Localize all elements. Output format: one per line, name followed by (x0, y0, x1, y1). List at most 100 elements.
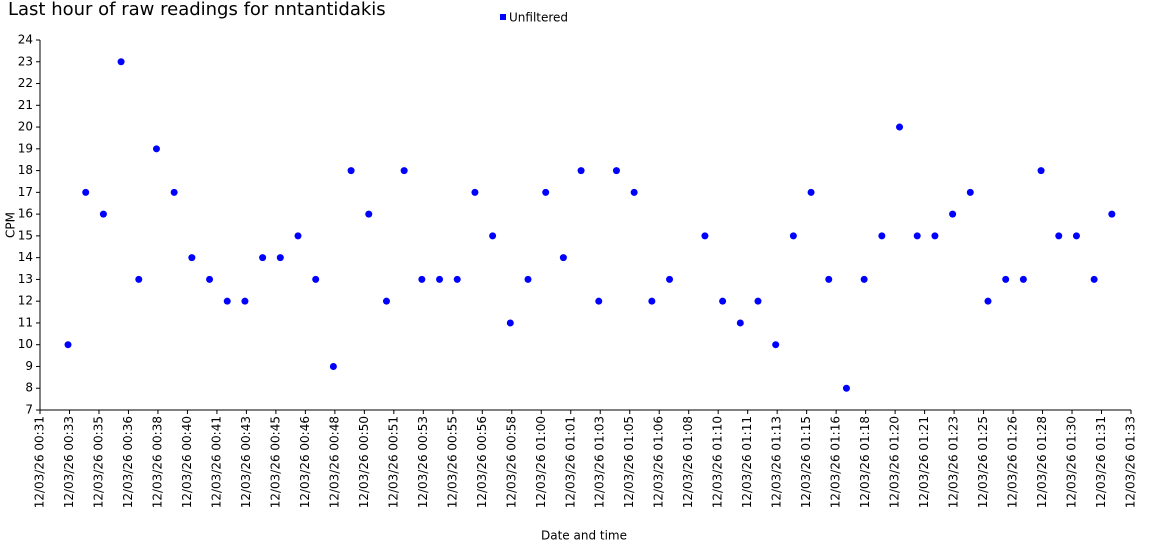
data-point (542, 188, 550, 196)
data-point (559, 254, 567, 262)
data-point (117, 58, 125, 66)
y-tick-label: 15 (18, 228, 33, 242)
data-point (577, 167, 585, 175)
x-tick-label: 12/03/26 00:35 (91, 416, 105, 508)
y-tick-label: 11 (18, 315, 33, 329)
data-point (807, 188, 815, 196)
data-point (648, 297, 656, 305)
data-point (382, 297, 390, 305)
data-point (612, 167, 620, 175)
y-tick-label: 19 (18, 141, 33, 155)
data-point (860, 275, 868, 283)
y-tick-label: 24 (18, 33, 33, 47)
data-point (949, 210, 957, 218)
y-tick-label: 14 (18, 250, 33, 264)
data-point (436, 275, 444, 283)
data-point (294, 232, 302, 240)
x-tick-label: 12/03/26 00:31 (33, 416, 47, 508)
y-tick-label: 16 (18, 207, 33, 221)
x-tick-label: 12/03/26 01:31 (1094, 416, 1108, 508)
data-point (842, 384, 850, 392)
x-tick-label: 12/03/26 01:23 (947, 416, 961, 508)
data-point (188, 254, 196, 262)
data-point (400, 167, 408, 175)
y-tick-label: 20 (18, 120, 33, 134)
data-point (82, 188, 90, 196)
y-tick-label: 13 (18, 272, 33, 286)
data-point (1108, 210, 1116, 218)
data-point (966, 188, 974, 196)
data-point (754, 297, 762, 305)
data-point (1055, 232, 1063, 240)
data-point (241, 297, 249, 305)
x-tick-label: 12/03/26 01:20 (888, 416, 902, 508)
x-axis-label: Date and time (541, 529, 627, 543)
x-tick-label: 12/03/26 01:13 (770, 416, 784, 508)
data-point (1072, 232, 1080, 240)
x-tick-label: 12/03/26 00:38 (150, 416, 164, 508)
data-point (489, 232, 497, 240)
x-tick-label: 12/03/26 01:11 (740, 416, 754, 508)
data-point (135, 275, 143, 283)
data-point (99, 210, 107, 218)
data-point (984, 297, 992, 305)
x-tick-label: 12/03/26 01:18 (858, 416, 872, 508)
data-point (701, 232, 709, 240)
x-tick-label: 12/03/26 00:33 (62, 416, 76, 508)
chart-title: Last hour of raw readings for nntantidak… (8, 0, 386, 20)
data-point (524, 275, 532, 283)
x-tick-label: 12/03/26 00:51 (386, 416, 400, 508)
data-point (772, 341, 780, 349)
data-point (259, 254, 267, 262)
data-point (276, 254, 284, 262)
legend-marker (500, 14, 506, 20)
x-tick-label: 12/03/26 01:05 (622, 416, 636, 508)
data-point (64, 341, 72, 349)
data-point (666, 275, 674, 283)
x-tick-label: 12/03/26 01:01 (563, 416, 577, 508)
y-tick-label: 22 (18, 76, 33, 90)
y-tick-label: 21 (18, 98, 33, 112)
x-tick-label: 12/03/26 01:15 (799, 416, 813, 508)
data-point (170, 188, 178, 196)
x-tick-label: 12/03/26 01:06 (652, 416, 666, 508)
x-tick-label: 12/03/26 01:10 (711, 416, 725, 508)
x-tick-label: 12/03/26 01:26 (1006, 416, 1020, 508)
data-point (719, 297, 727, 305)
x-tick-label: 12/03/26 00:36 (121, 416, 135, 508)
y-tick-label: 9 (25, 359, 33, 373)
data-point (506, 319, 514, 327)
x-tick-label: 12/03/26 01:21 (917, 416, 931, 508)
y-tick-label: 17 (18, 185, 33, 199)
x-tick-label: 12/03/26 00:50 (357, 416, 371, 508)
data-point (789, 232, 797, 240)
data-point (471, 188, 479, 196)
y-tick-label: 10 (18, 337, 33, 351)
data-point (896, 123, 904, 131)
data-point (736, 319, 744, 327)
x-tick-label: 12/03/26 01:25 (976, 416, 990, 508)
x-tick-label: 12/03/26 01:33 (1124, 416, 1138, 508)
data-point (825, 275, 833, 283)
x-tick-label: 12/03/26 00:53 (416, 416, 430, 508)
data-point (206, 275, 214, 283)
x-tick-label: 12/03/26 00:46 (298, 416, 312, 508)
data-point (1090, 275, 1098, 283)
data-point (878, 232, 886, 240)
x-tick-label: 12/03/26 01:08 (681, 416, 695, 508)
data-point (913, 232, 921, 240)
x-tick-label: 12/03/26 00:58 (504, 416, 518, 508)
data-point (152, 145, 160, 153)
x-tick-label: 12/03/26 00:45 (268, 416, 282, 508)
x-tick-label: 12/03/26 01:03 (593, 416, 607, 508)
x-tick-label: 12/03/26 01:00 (534, 416, 548, 508)
y-tick-label: 23 (18, 54, 33, 68)
data-point (312, 275, 320, 283)
data-point (329, 362, 337, 370)
data-point (630, 188, 638, 196)
y-tick-label: 8 (25, 381, 33, 395)
data-point (418, 275, 426, 283)
x-tick-label: 12/03/26 00:43 (239, 416, 253, 508)
x-tick-label: 12/03/26 01:28 (1035, 416, 1049, 508)
